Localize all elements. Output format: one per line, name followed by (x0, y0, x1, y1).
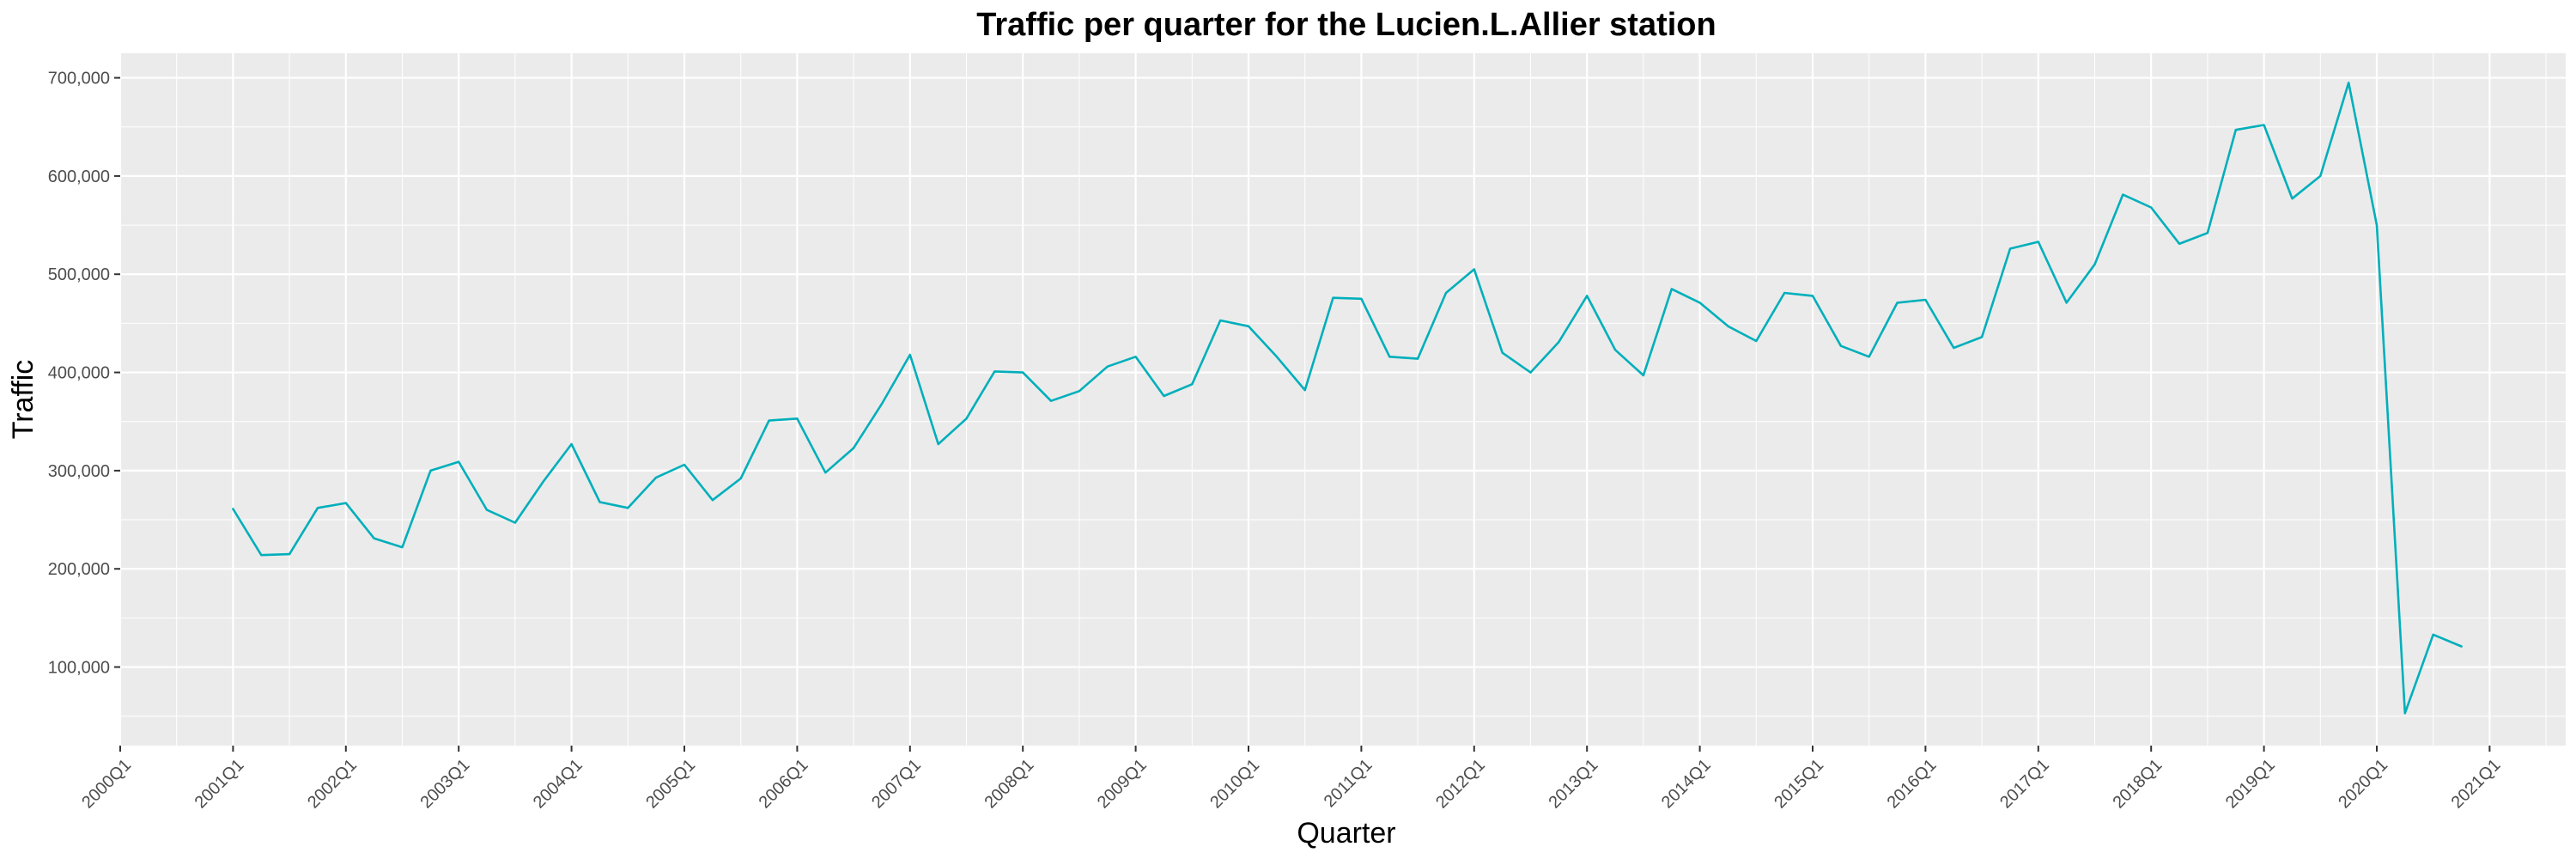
x-axis-title: Quarter (1297, 817, 1395, 850)
major-gridlines (118, 53, 2566, 746)
x-tick-label: 2019Q1 (2222, 756, 2279, 813)
x-tick-label: 2004Q1 (530, 756, 586, 813)
x-tick-label: 2003Q1 (416, 756, 473, 813)
x-tick-label: 2020Q1 (2335, 756, 2391, 813)
y-tick-label: 500,000 (48, 265, 110, 284)
y-tick-label: 700,000 (48, 70, 110, 88)
y-tick-label: 300,000 (48, 462, 110, 481)
x-tick-label: 2008Q1 (981, 756, 1037, 813)
x-tick-label: 2014Q1 (1658, 756, 1715, 813)
x-tick-label: 2000Q1 (78, 756, 135, 813)
y-tick-label: 100,000 (48, 659, 110, 678)
y-tick-label: 400,000 (48, 364, 110, 383)
x-tick-label: 2021Q1 (2448, 756, 2505, 813)
plot-panel (120, 53, 2566, 746)
x-tick-label: 2017Q1 (1996, 756, 2053, 813)
x-tick-label: 2002Q1 (304, 756, 361, 813)
y-tick-label: 600,000 (48, 168, 110, 186)
chart-title: Traffic per quarter for the Lucien.L.All… (976, 7, 1716, 43)
x-tick-label: 2011Q1 (1321, 756, 1376, 812)
x-tick-label: 2010Q1 (1206, 756, 1263, 813)
x-tick-label: 2016Q1 (1884, 756, 1941, 813)
y-axis: 100,000 200,000 300,000 400,000 500,000 600,0… (48, 70, 120, 678)
y-axis-title: Traffic (7, 360, 39, 440)
traffic-series-line (232, 82, 2463, 715)
y-tick-label: 200,000 (48, 560, 110, 579)
x-tick-label: 2006Q1 (756, 756, 812, 813)
x-tick-label: 2009Q1 (1094, 756, 1151, 813)
x-tick-label: 2013Q1 (1545, 756, 1601, 813)
x-tick-label: 2001Q1 (191, 756, 248, 813)
minor-gridlines (120, 53, 2566, 746)
x-tick-label: 2012Q1 (1432, 756, 1489, 813)
x-tick-label: 2007Q1 (868, 756, 925, 813)
x-tick-label: 2015Q1 (1771, 756, 1827, 813)
x-tick-label: 2018Q1 (2109, 756, 2166, 813)
x-tick-label: 2005Q1 (642, 756, 699, 813)
x-axis: 2000Q1 2001Q1 2002Q1 2003Q1 2004Q1 2005Q1 2006… (78, 746, 2505, 813)
